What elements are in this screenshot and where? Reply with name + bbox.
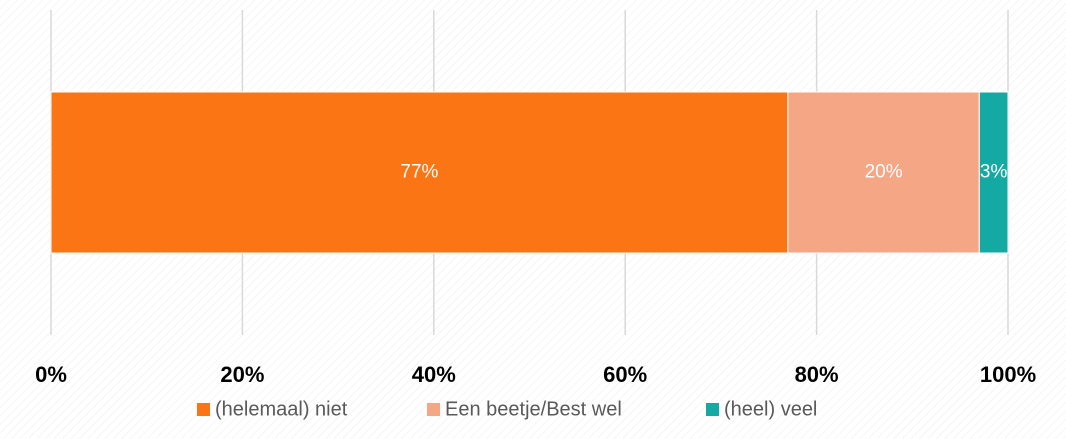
legend-label: Een beetje/Best wel — [445, 398, 622, 420]
x-tick-label: 100% — [980, 362, 1036, 387]
data-label: 20% — [865, 162, 903, 183]
x-tick-label: 20% — [220, 362, 264, 387]
legend-marker — [197, 403, 210, 416]
bar-segment — [978, 91, 1009, 254]
data-label: 77% — [400, 162, 438, 183]
x-tick-label: 80% — [795, 362, 839, 387]
data-label: 3% — [980, 162, 1008, 183]
x-tick-label: 40% — [412, 362, 456, 387]
legend-label: (heel) veel — [724, 398, 817, 420]
legend-marker — [706, 403, 719, 416]
x-tick-label: 60% — [603, 362, 647, 387]
x-tick-label: 0% — [35, 362, 67, 387]
legend-label: (helemaal) niet — [215, 398, 348, 420]
bar-segment — [787, 91, 980, 254]
legend-marker — [427, 403, 440, 416]
